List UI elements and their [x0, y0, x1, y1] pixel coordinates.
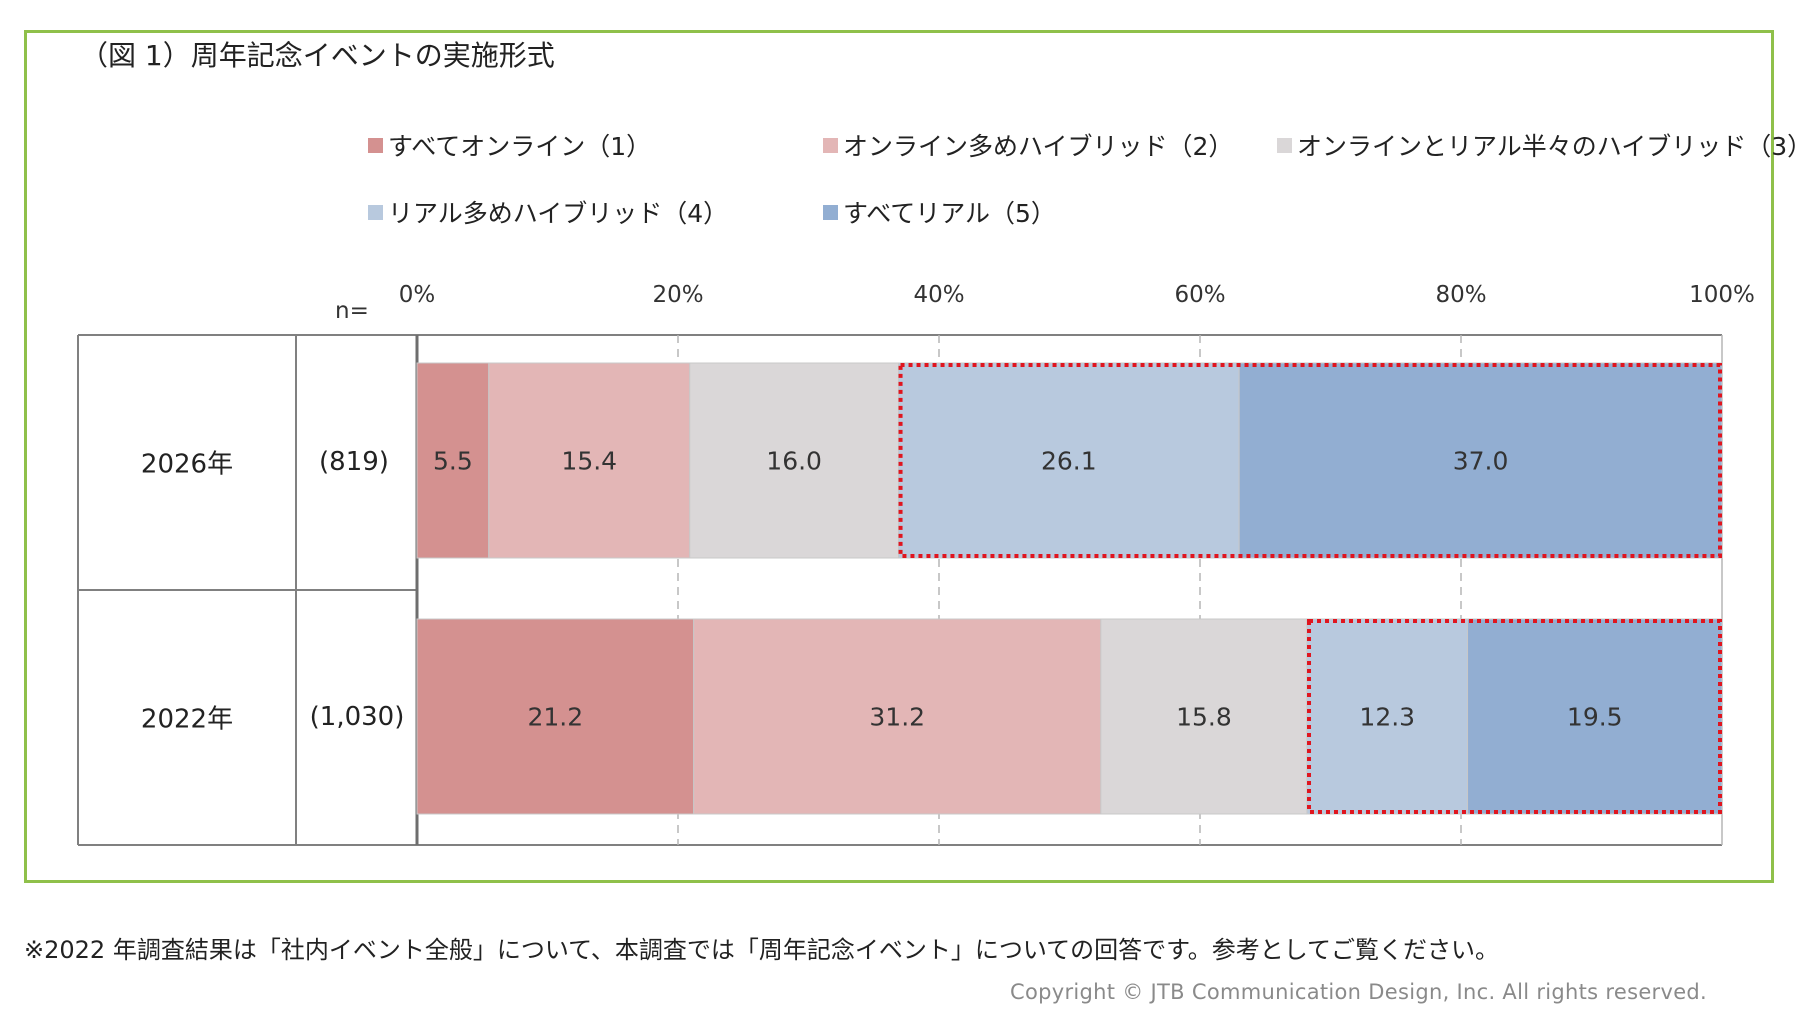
x-tick-label: 0%	[398, 282, 436, 308]
bar-segment	[1100, 618, 1308, 815]
highlight-box	[898, 363, 1722, 558]
footnote: ※2022 年調査結果は「社内イベント全般」について、本調査では「周年記念イベン…	[24, 936, 1500, 964]
bar-segment	[1306, 618, 1469, 815]
legend-swatch-icon	[1277, 137, 1292, 153]
legend-item-online-hybrid: オンライン多めハイブリッド（2）	[823, 127, 1233, 163]
legend-label: オンラインとリアル半々のハイブリッド（3）	[1297, 132, 1800, 161]
bar-segment	[416, 362, 490, 559]
row-label-2026: 2026年	[140, 449, 234, 480]
bar-value-label: 15.4	[561, 447, 617, 476]
legend-swatch-icon	[823, 204, 838, 220]
legend-label: すべてオンライン（1）	[388, 132, 652, 161]
bar-segment	[1467, 618, 1723, 815]
bar-value-label: 15.8	[1176, 703, 1232, 732]
bar-segment	[488, 362, 691, 559]
x-tick-label: 40%	[913, 282, 965, 308]
bar-value-label: 26.1	[1041, 447, 1097, 476]
legend-label: すべてリアル（5）	[843, 199, 1056, 228]
n-label: n=	[335, 298, 369, 324]
row-n-2026: (819)	[319, 447, 389, 477]
legend-label: オンライン多めハイブリッド（2）	[843, 132, 1234, 161]
bar-value-label: 21.2	[527, 703, 583, 732]
bar-segment	[693, 618, 1102, 815]
copyright: Copyright © JTB Communication Design, In…	[1010, 980, 1708, 1004]
x-tick-label: 20%	[652, 282, 704, 308]
bar-segment	[898, 362, 1240, 559]
legend-item-real-all: すべてリアル（5）	[823, 194, 1056, 230]
bar-segment	[1238, 362, 1723, 559]
legend-swatch-icon	[368, 137, 383, 153]
bar-value-label: 16.0	[766, 447, 822, 476]
x-tick-label: 100%	[1689, 282, 1755, 308]
legend-item-real-hybrid: リアル多めハイブリッド（4）	[368, 194, 728, 230]
row-label-2022: 2022年	[140, 704, 234, 735]
x-tick-label: 80%	[1435, 282, 1487, 308]
x-tick-label: 60%	[1174, 282, 1226, 308]
highlight-box	[1307, 619, 1722, 814]
bar-value-label: 37.0	[1453, 447, 1509, 476]
bar-segment	[416, 618, 695, 815]
bar-segment	[689, 362, 900, 559]
chart-frame	[24, 30, 1774, 883]
bar-value-label: 19.5	[1567, 703, 1623, 732]
chart-title: （図 1）周年記念イベントの実施形式	[80, 39, 555, 72]
bar-value-label: 12.3	[1359, 703, 1415, 732]
legend-item-online-all: すべてオンライン（1）	[368, 127, 651, 163]
bar-value-label: 5.5	[433, 447, 473, 476]
bar-value-label: 31.2	[869, 703, 925, 732]
legend-label: リアル多めハイブリッド（4）	[388, 199, 729, 228]
legend-swatch-icon	[368, 204, 383, 220]
legend-item-half-hybrid: オンラインとリアル半々のハイブリッド（3）	[1277, 127, 1800, 163]
legend-swatch-icon	[823, 137, 838, 153]
row-n-2022: (1,030)	[309, 702, 405, 732]
